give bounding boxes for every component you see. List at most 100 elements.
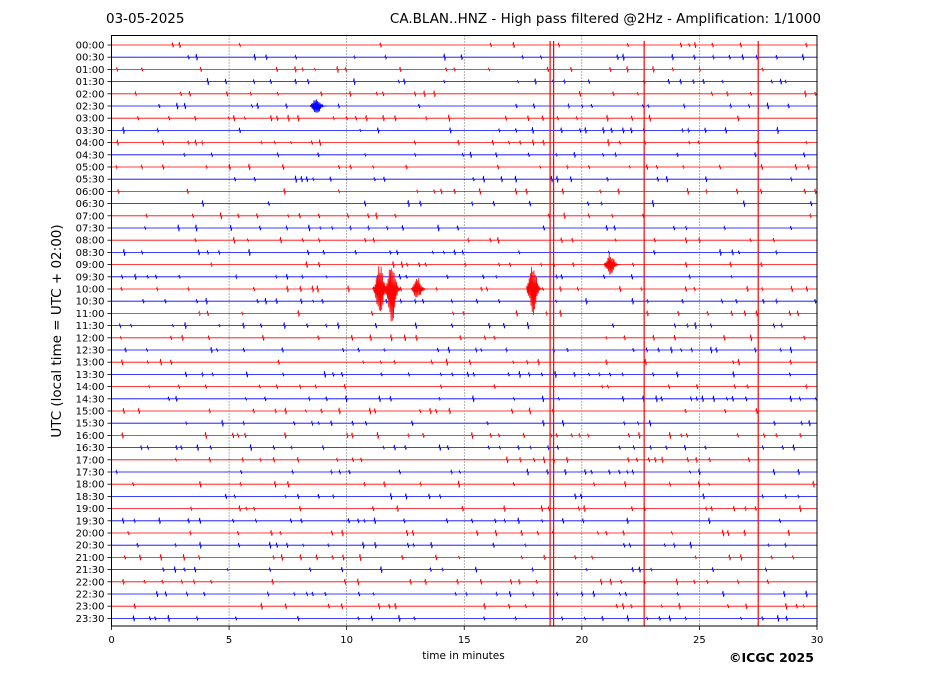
trace-1800 (111, 480, 817, 488)
y-tick-label: 14:00 (76, 382, 105, 393)
y-tick-label: 10:30 (76, 297, 105, 308)
x-tick-label: 5 (226, 635, 232, 646)
y-tick-label: 01:00 (76, 65, 105, 76)
trace-1500 (111, 407, 817, 415)
y-tick-label: 11:30 (76, 321, 105, 332)
trace-0030 (111, 53, 817, 61)
y-tick-label: 07:00 (76, 211, 105, 222)
trace-1000 (111, 285, 817, 293)
trace-0330 (111, 126, 817, 134)
trace-0300 (111, 114, 817, 122)
trace-0100 (111, 65, 817, 73)
trace-0230 (111, 102, 817, 110)
trace-1700 (111, 456, 817, 464)
y-tick-label: 22:30 (76, 590, 105, 601)
trace-1130 (111, 322, 817, 330)
y-tick-label: 04:00 (76, 138, 105, 149)
y-tick-label: 03:30 (76, 126, 105, 137)
chart-date: 03-05-2025 (106, 11, 185, 27)
trace-1030 (111, 297, 817, 305)
y-tick-label: 20:00 (76, 529, 105, 540)
trace-0830 (111, 248, 817, 256)
y-tick-label: 04:30 (76, 150, 105, 161)
x-tick-label: 20 (575, 635, 588, 646)
event-burst (526, 266, 544, 316)
x-tick-label: 15 (458, 635, 471, 646)
y-tick-label: 01:30 (76, 77, 105, 88)
y-tick-label: 14:30 (76, 394, 105, 405)
trace-2230 (111, 590, 817, 598)
y-tick-label: 00:30 (76, 53, 105, 64)
trace-2300 (111, 602, 817, 610)
trace-1530 (111, 419, 817, 427)
y-tick-label: 17:00 (76, 455, 105, 466)
trace-1100 (111, 309, 817, 317)
trace-0930 (111, 273, 817, 280)
copyright-label: ©ICGC 2025 (729, 650, 814, 665)
trace-1200 (111, 334, 817, 342)
y-tick-label: 18:00 (76, 480, 105, 491)
trace-2130 (111, 566, 817, 573)
y-tick-label: 16:30 (76, 443, 105, 454)
y-tick-label: 15:00 (76, 407, 105, 418)
trace-1600 (111, 431, 817, 439)
trace-0730 (111, 224, 817, 232)
y-tick-label: 22:00 (76, 577, 105, 588)
y-tick-label: 18:30 (76, 492, 105, 503)
x-axis-label: time in minutes (422, 650, 505, 662)
y-tick-label: 06:30 (76, 199, 105, 210)
y-tick-label: 23:00 (76, 602, 105, 613)
event-burst (310, 99, 327, 113)
trace-2330 (111, 614, 817, 622)
trace-0500 (111, 163, 817, 171)
trace-1300 (111, 358, 817, 366)
y-tick-label: 08:00 (76, 236, 105, 247)
y-tick-label: 16:00 (76, 431, 105, 442)
event-burst (385, 268, 403, 322)
y-tick-label: 12:00 (76, 333, 105, 344)
trace-1930 (111, 517, 817, 525)
y-tick-label: 03:00 (76, 114, 105, 125)
trace-2030 (111, 541, 817, 549)
y-tick-label: 23:30 (76, 614, 105, 625)
trace-0700 (111, 212, 817, 220)
y-tick-label: 08:30 (76, 248, 105, 259)
chart-title: CA.BLAN..HNZ - High pass filtered @2Hz -… (389, 11, 821, 27)
y-tick-label: 21:00 (76, 553, 105, 564)
y-axis-label: UTC (local time = UTC + 02:00) (49, 224, 65, 438)
trace-2000 (111, 529, 817, 537)
y-tick-label: 09:00 (76, 260, 105, 271)
trace-1330 (111, 370, 817, 378)
trace-1400 (111, 383, 817, 390)
y-tick-label: 05:30 (76, 175, 105, 186)
trace-0600 (111, 188, 817, 195)
x-tick-label: 30 (811, 635, 824, 646)
trace-0130 (111, 78, 817, 86)
trace-1630 (111, 444, 817, 451)
trace-2100 (111, 553, 817, 561)
y-tick-label: 05:00 (76, 163, 105, 174)
y-tick-label: 15:30 (76, 419, 105, 430)
trace-0530 (111, 175, 817, 183)
trace-1430 (111, 395, 818, 403)
y-tick-label: 00:00 (76, 41, 105, 52)
y-tick-label: 09:30 (76, 272, 105, 283)
trace-0800 (111, 236, 817, 244)
event-burst (604, 253, 621, 275)
y-tick-label: 06:00 (76, 187, 105, 198)
y-tick-label: 02:30 (76, 102, 105, 113)
trace-1900 (111, 505, 817, 513)
y-tick-label: 20:30 (76, 541, 105, 552)
trace-0630 (111, 200, 817, 208)
y-tick-label: 11:00 (76, 309, 105, 320)
y-tick-label: 10:00 (76, 285, 105, 296)
trace-1230 (111, 346, 817, 354)
y-tick-label: 19:00 (76, 504, 105, 515)
trace-1830 (111, 493, 817, 500)
x-tick-label: 10 (340, 635, 353, 646)
y-tick-label: 02:00 (76, 89, 105, 100)
y-tick-label: 17:30 (76, 468, 105, 479)
trace-0900 (111, 261, 817, 269)
y-tick-label: 21:30 (76, 565, 105, 576)
